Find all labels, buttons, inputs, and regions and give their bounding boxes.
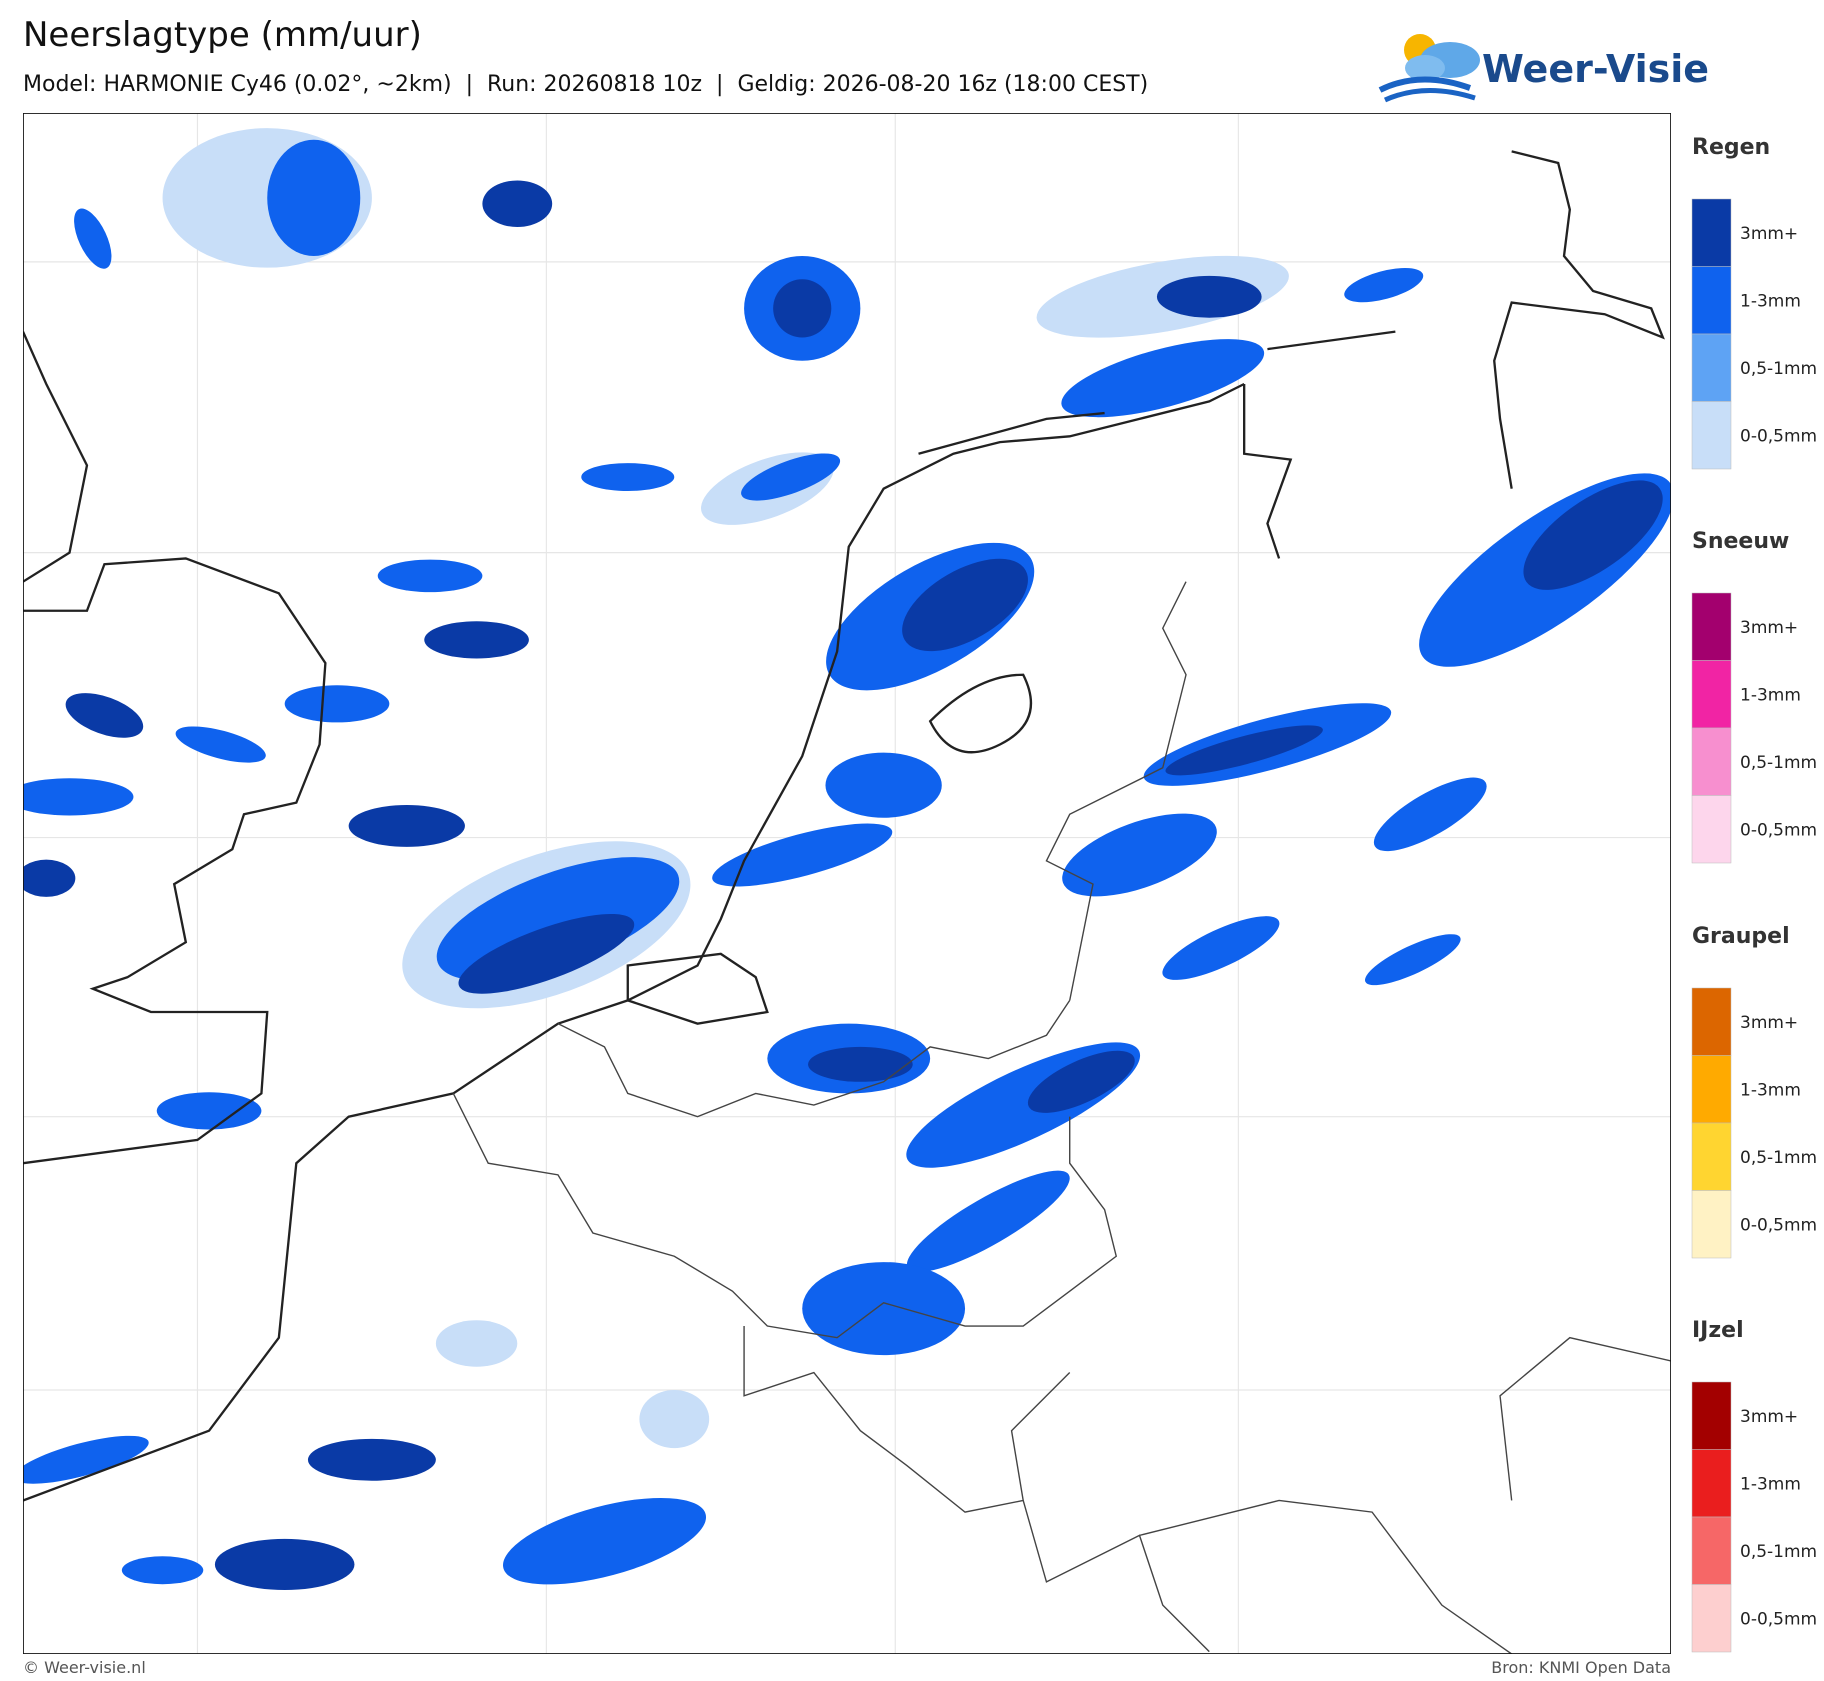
legend-swatch [1691,1055,1732,1124]
legend-swatch [1691,727,1732,796]
footer-source: Bron: KNMI Open Data [1491,1658,1671,1677]
legend-label: 0,5-1mm [1740,753,1817,773]
legend-label: 3mm+ [1740,1013,1798,1033]
precipitation [23,128,1671,1591]
legend-swatch [1691,987,1732,1056]
legend-label: 3mm+ [1740,1407,1798,1427]
legend-label: 0-0,5mm [1740,426,1817,446]
map [23,113,1671,1654]
borders [452,581,1671,1654]
legend-swatch [1691,198,1732,267]
legend-label: 0,5-1mm [1740,1148,1817,1168]
legend: Regen 3mm+ 1-3mm 0,5-1mm 0-0,5mm Sneeuw 3mm+ 1-… [1691,135,1817,1653]
legend-label: 0-0,5mm [1740,820,1817,840]
legend-label: 3mm+ [1740,618,1798,638]
legend-group-title: Graupel [1692,924,1790,949]
graticule [23,113,1671,1654]
legend-label: 1-3mm [1740,291,1801,311]
legend-swatch [1691,1584,1732,1653]
legend-group-title: Regen [1692,135,1770,160]
legend-group-title: IJzel [1692,1318,1744,1343]
subtitle: Model: HARMONIE Cy46 (0.02°, ~2km) | Run… [23,72,1148,97]
legend-swatch [1691,333,1732,402]
coastlines [23,150,1665,1502]
legend-label: 1-3mm [1740,685,1801,705]
legend-swatch [1691,401,1732,470]
logo-text: Weer-Visie [1482,47,1709,91]
legend-swatch [1691,1190,1732,1259]
legend-label: 1-3mm [1740,1474,1801,1494]
logo: Weer-Visie [1378,34,1709,103]
legend-swatch [1691,660,1732,729]
legend-swatch [1691,1381,1732,1450]
legend-label: 0-0,5mm [1740,1215,1817,1235]
legend-label: 0-0,5mm [1740,1609,1817,1629]
legend-label: 1-3mm [1740,1080,1801,1100]
legend-swatch [1691,1449,1732,1518]
legend-swatch [1691,266,1732,335]
legend-label: 3mm+ [1740,224,1798,244]
legend-swatch [1691,795,1732,864]
legend-swatch [1691,1122,1732,1191]
legend-label: 0,5-1mm [1740,359,1817,379]
legend-swatch [1691,592,1732,661]
legend-group-title: Sneeuw [1692,529,1789,554]
legend-swatch [1691,1516,1732,1585]
legend-label: 0,5-1mm [1740,1542,1817,1562]
title: Neerslagtype (mm/uur) [23,15,422,55]
footer-credit: © Weer-visie.nl [23,1658,146,1677]
